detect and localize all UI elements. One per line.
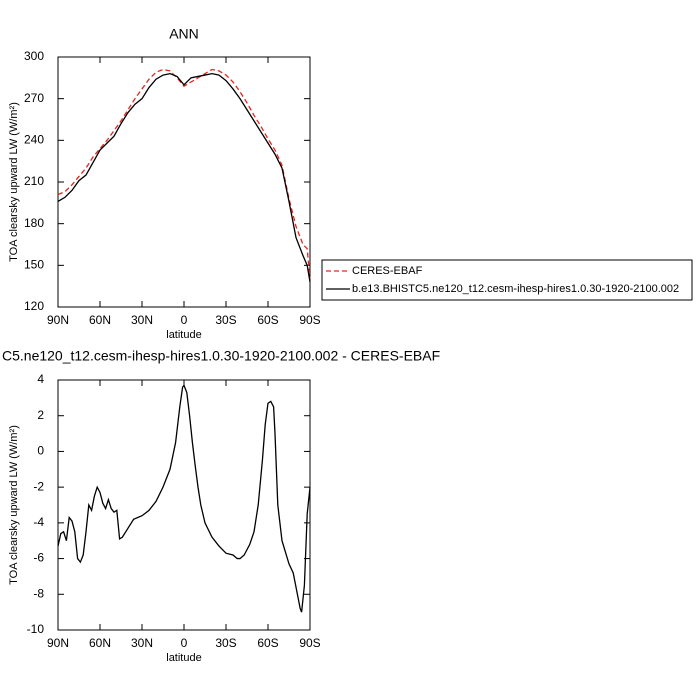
y-tick-label: 120 (24, 299, 44, 313)
legend-label: CERES-EBAF (352, 265, 423, 277)
y-tick-label: 4 (37, 372, 44, 386)
x-tick-label: 0 (181, 636, 188, 650)
y-tick-label: -10 (27, 622, 45, 636)
x-tick-label: 90N (47, 636, 69, 650)
y-tick-label: 240 (24, 133, 44, 147)
y-tick-label: 180 (24, 216, 44, 230)
y-tick-label: 300 (24, 49, 44, 63)
x-axis-label: latitude (166, 652, 201, 664)
y-tick-label: 150 (24, 258, 44, 272)
x-tick-label: 90S (299, 313, 320, 327)
x-tick-label: 60S (257, 636, 278, 650)
x-tick-label: 60N (89, 636, 111, 650)
data-line (57, 68, 311, 280)
y-axis-label: TOA clearsky upward LW (W/m²) (8, 102, 20, 262)
legend-label: b.e13.BHISTC5.ne120_t12.cesm-ihesp-hires… (352, 283, 679, 295)
x-tick-label: 30N (131, 636, 153, 650)
x-tick-label: 90N (47, 313, 69, 327)
chart-title: C5.ne120_t12.cesm-ihesp-hires1.0.30-1920… (2, 348, 440, 364)
x-tick-label: 0 (181, 313, 188, 327)
data-line (57, 72, 311, 283)
y-tick-label: -4 (33, 515, 44, 529)
x-tick-label: 30N (131, 313, 153, 327)
x-tick-label: 90S (299, 636, 320, 650)
x-tick-label: 60N (89, 313, 111, 327)
y-tick-label: 0 (37, 444, 44, 458)
y-tick-label: 210 (24, 174, 44, 188)
y-tick-label: -8 (33, 586, 44, 600)
data-line (57, 384, 311, 613)
x-tick-label: 60S (257, 313, 278, 327)
x-tick-label: 30S (215, 313, 236, 327)
y-axis-label: TOA clearsky upward LW (W/m²) (8, 425, 20, 585)
y-tick-label: -2 (33, 479, 44, 493)
y-tick-label: -6 (33, 551, 44, 565)
x-axis-label: latitude (166, 329, 201, 341)
legend-box (321, 259, 693, 301)
y-tick-label: 270 (24, 91, 44, 105)
y-tick-label: 2 (37, 408, 44, 422)
x-tick-label: 30S (215, 636, 236, 650)
chart-title: ANN (169, 26, 199, 42)
